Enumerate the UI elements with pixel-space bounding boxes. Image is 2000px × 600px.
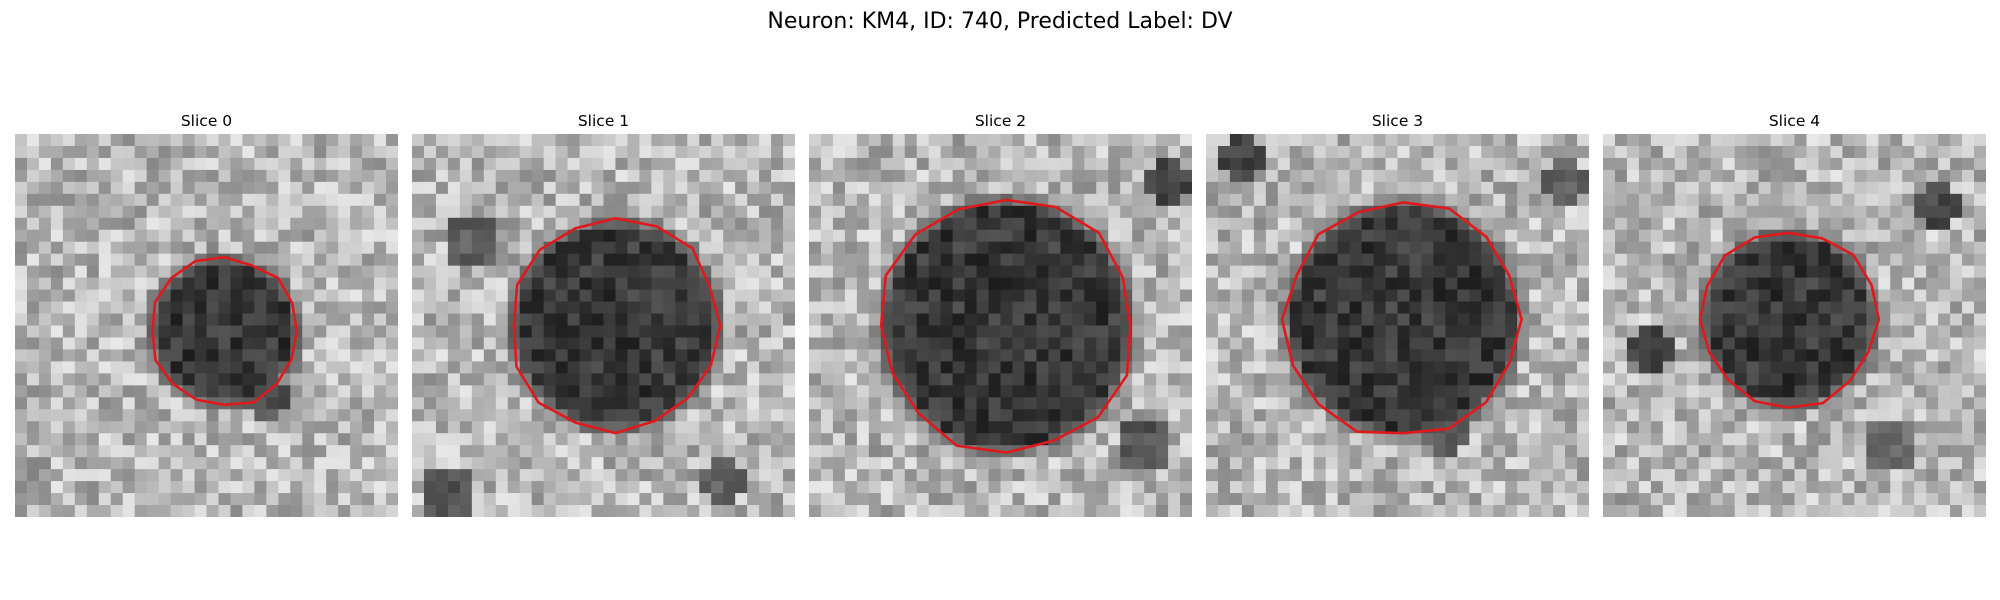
slice-title: Slice 3 (1206, 108, 1589, 134)
slice-title: Slice 4 (1603, 108, 1986, 134)
slice-panel-1: Slice 1 (412, 108, 795, 517)
slice-title: Slice 2 (809, 108, 1192, 134)
slice-title: Slice 1 (412, 108, 795, 134)
slice-title: Slice 0 (15, 108, 398, 134)
figure-title: Neuron: KM4, ID: 740, Predicted Label: D… (0, 6, 2000, 38)
slice-image (15, 134, 398, 517)
slice-image (1603, 134, 1986, 517)
slice-image (412, 134, 795, 517)
slice-panel-0: Slice 0 (15, 108, 398, 517)
slice-panel-3: Slice 3 (1206, 108, 1589, 517)
slice-image (809, 134, 1192, 517)
slice-panel-2: Slice 2 (809, 108, 1192, 517)
slice-image (1206, 134, 1589, 517)
slice-panel-4: Slice 4 (1603, 108, 1986, 517)
